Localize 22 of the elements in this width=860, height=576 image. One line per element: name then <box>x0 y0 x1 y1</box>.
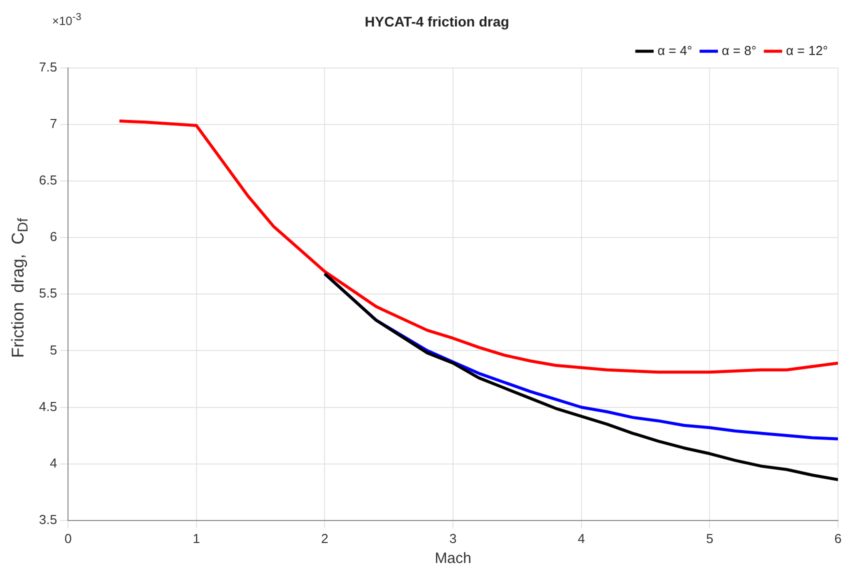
y-tick-label: 7 <box>50 116 58 131</box>
x-tick-label: 6 <box>834 530 842 546</box>
y-tick-label: 5.5 <box>38 286 58 301</box>
y-tick-label: 4.5 <box>38 398 58 414</box>
x-tick-label: 0 <box>64 530 72 546</box>
y-tick-label: 6.5 <box>38 172 58 188</box>
x-tick-label: 2 <box>321 530 328 546</box>
text: ×10$^{-3}$ <box>52 12 82 28</box>
x-tick-label: 5 <box>706 530 714 546</box>
x-tick-label: 1 <box>192 530 200 546</box>
chart-title: HYCAT-4 friction drag <box>364 13 510 30</box>
y-tick-label: 3.5 <box>38 512 58 527</box>
y-tick-label: 4 <box>50 455 58 470</box>
y-tick-label: 7.5 <box>38 59 58 74</box>
legend-label: α = 12° <box>786 42 828 58</box>
x-tick-label: 4 <box>578 530 585 546</box>
y-tick-label: 6 <box>50 229 58 244</box>
y-tick-label: 5 <box>50 342 58 358</box>
x-axis-title: Mach <box>434 550 472 568</box>
legend-label: α = 4° <box>657 42 692 58</box>
legend-label: α = 8° <box>722 42 757 58</box>
x-tick-label: 3 <box>449 530 457 546</box>
